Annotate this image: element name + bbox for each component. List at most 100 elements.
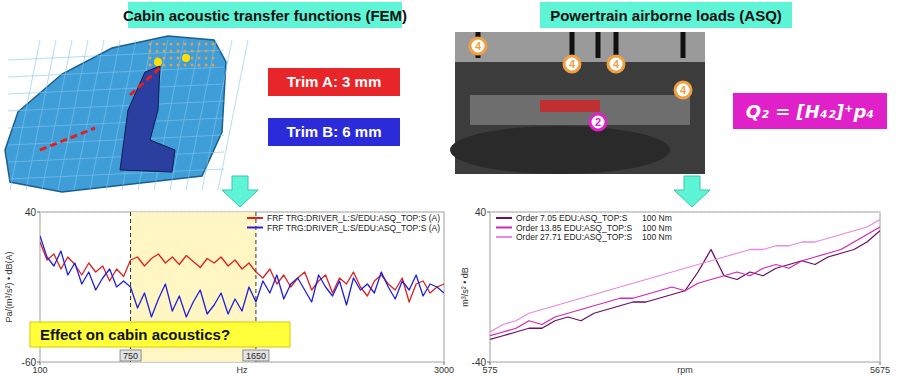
grid-line <box>444 212 445 362</box>
series-line <box>40 236 444 317</box>
mesh-dot <box>177 64 180 67</box>
sensor-marker <box>470 38 486 54</box>
mesh-dot <box>205 50 208 53</box>
mesh-dot <box>149 57 152 60</box>
cursor-label: 750 <box>123 351 138 361</box>
seat <box>120 66 175 172</box>
tick-label: 40 <box>25 207 37 218</box>
mesh-dot <box>170 57 173 60</box>
mesh-dot <box>149 50 152 53</box>
microphone <box>614 32 619 58</box>
car-body <box>5 36 226 192</box>
mesh-dot <box>184 43 187 46</box>
mesh-line <box>8 67 224 77</box>
mesh-dot <box>149 43 152 46</box>
series-group <box>490 220 880 340</box>
mesh-line <box>8 84 224 94</box>
grid-line <box>880 212 881 362</box>
sensor-marker <box>608 56 624 72</box>
series-group <box>40 236 444 317</box>
mesh-dot <box>212 50 215 53</box>
legend-load: 100 Nm <box>642 232 672 242</box>
microphone <box>596 32 601 58</box>
mesh-dot <box>163 43 166 46</box>
legend: FRF TRG:DRIVER_L:S/EDU:ASQ_TOP:S (A)FRF … <box>247 213 440 233</box>
formula: Q₂ = [H₄₂]⁺p₄ <box>746 101 874 122</box>
mesh-line <box>218 40 248 190</box>
mesh-line <box>202 40 232 190</box>
photo-part <box>455 32 705 62</box>
mesh-dot <box>163 64 166 67</box>
header: Powertrain airborne loads (ASQ) <box>550 7 782 24</box>
callout-box <box>30 322 290 347</box>
trim-label: Trim A: 3 mm <box>287 73 381 90</box>
mesh-line <box>8 169 224 179</box>
mesh-dot <box>205 57 208 60</box>
legend-label: FRF TRG:DRIVER_L:S/EDU:ASQ_TOP:S (A) <box>267 223 440 233</box>
mesh-dot <box>184 50 187 53</box>
sensor-label: 4 <box>613 58 620 70</box>
mesh-line <box>8 135 224 145</box>
callout-text: Effect on cabin acoustics? <box>40 326 230 343</box>
cursor-label-box <box>243 350 269 361</box>
engine-photo: 44442 <box>450 32 705 174</box>
ear-point <box>154 58 162 66</box>
mesh-dot <box>163 50 166 53</box>
sensor-label: 4 <box>569 58 576 70</box>
mesh-dot <box>156 43 159 46</box>
mesh-dot <box>177 57 180 60</box>
mesh-line <box>170 40 200 190</box>
mesh-dot <box>170 64 173 67</box>
sensor-label: 2 <box>595 116 601 128</box>
trim-box <box>268 118 400 146</box>
mesh-line <box>90 40 120 190</box>
path-arrow <box>40 128 95 150</box>
mesh-dot <box>163 57 166 60</box>
series-line <box>40 242 444 302</box>
tick-label: 3000 <box>434 365 454 375</box>
y-axis-label: Pa/(m³/s²) • dB(A) <box>4 251 14 322</box>
legend-swatch <box>496 236 512 238</box>
legend-label: FRF TRG:DRIVER_L:S/EDU:ASQ_TOP:S (A) <box>267 213 440 223</box>
tick-mark <box>37 212 40 213</box>
mesh-dot <box>212 64 215 67</box>
photo-part <box>540 100 600 112</box>
cursor-label-box <box>120 350 141 361</box>
car-fem-model <box>5 36 248 192</box>
chart: -40405755675rpmm³/s² • dBOrder 7.05 EDU:… <box>460 207 890 375</box>
legend-label: Order 7.05 EDU:ASQ_TOP:S <box>516 213 628 223</box>
path-arrow <box>130 68 160 95</box>
legend-load: 100 Nm <box>642 223 672 233</box>
mesh-dot <box>212 57 215 60</box>
mesh-line <box>42 40 72 190</box>
tick-label: 575 <box>482 365 497 375</box>
legend-swatch <box>496 217 512 219</box>
grid-line <box>40 362 444 363</box>
legend-label: Order 13.85 EDU:ASQ_TOP:S <box>516 223 632 233</box>
mesh-dot <box>177 43 180 46</box>
mesh-line <box>74 40 104 190</box>
legend-swatch <box>247 227 263 229</box>
mesh-dot <box>198 57 201 60</box>
mesh-dot <box>156 50 159 53</box>
mesh-line <box>186 40 216 190</box>
plot-frame <box>490 212 880 362</box>
mesh-dot <box>212 43 215 46</box>
header-box <box>540 2 792 28</box>
mesh-line <box>8 101 224 111</box>
mesh-dot <box>177 50 180 53</box>
sensor-label: 4 <box>475 40 482 52</box>
grid-line <box>490 362 880 363</box>
sensor-marker <box>675 82 691 98</box>
trim-box <box>268 68 400 96</box>
ear-point <box>182 54 190 62</box>
cursor-label: 1650 <box>246 351 266 361</box>
figure: Cabin acoustic transfer functions (FEM)P… <box>0 0 900 376</box>
tick-label: 100 <box>32 365 47 375</box>
legend: Order 7.05 EDU:ASQ_TOP:S 100 Nm Order 13.8… <box>496 213 672 242</box>
x-axis-label: Hz <box>237 365 248 375</box>
mesh-dot <box>205 43 208 46</box>
microphone <box>681 32 686 58</box>
tick-label: 5675 <box>870 365 890 375</box>
legend-load: 100 Nm <box>642 213 672 223</box>
